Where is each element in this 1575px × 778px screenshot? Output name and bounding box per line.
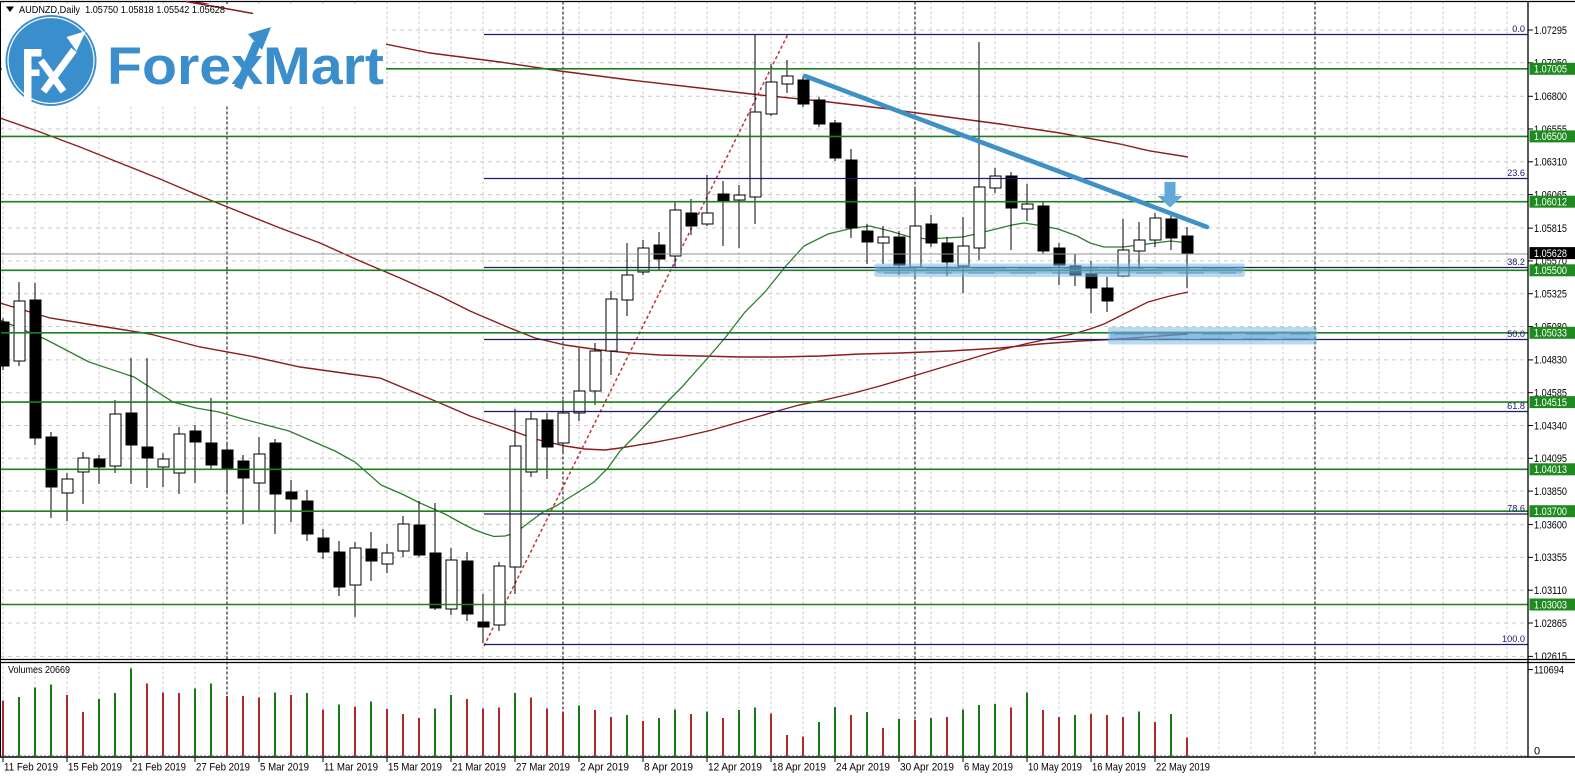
svg-text:1.04095: 1.04095: [1534, 453, 1567, 465]
svg-text:30 Apr 2019: 30 Apr 2019: [900, 762, 954, 774]
svg-text:50.0: 50.0: [1507, 329, 1525, 339]
svg-text:5 Mar 2019: 5 Mar 2019: [260, 762, 309, 774]
svg-text:1.03003: 1.03003: [1534, 599, 1567, 611]
svg-text:15 Feb 2019: 15 Feb 2019: [68, 762, 122, 774]
svg-text:100.0: 100.0: [1502, 634, 1525, 644]
svg-text:16 May 2019: 16 May 2019: [1092, 762, 1146, 774]
svg-text:21 Feb 2019: 21 Feb 2019: [132, 762, 186, 774]
svg-text:1.05628: 1.05628: [1534, 248, 1567, 260]
svg-text:27 Feb 2019: 27 Feb 2019: [196, 762, 250, 774]
svg-text:24 Apr 2019: 24 Apr 2019: [836, 762, 890, 774]
svg-text:2 Apr 2019: 2 Apr 2019: [580, 762, 629, 774]
svg-text:1.03110: 1.03110: [1534, 585, 1567, 597]
svg-text:1.07005: 1.07005: [1534, 64, 1567, 76]
svg-text:78.6: 78.6: [1507, 504, 1525, 514]
svg-text:AUDNZD,Daily 1.05750 1.05818: AUDNZD,Daily 1.05750 1.05818 1.05542 1.0…: [19, 4, 225, 16]
svg-text:22 May 2019: 22 May 2019: [1156, 762, 1210, 774]
svg-text:1.05325: 1.05325: [1534, 289, 1567, 301]
svg-text:61.8: 61.8: [1507, 401, 1525, 411]
svg-text:12 Apr 2019: 12 Apr 2019: [708, 762, 762, 774]
svg-text:0: 0: [1534, 746, 1540, 758]
svg-text:1.02865: 1.02865: [1534, 618, 1567, 630]
svg-text:1.06500: 1.06500: [1534, 131, 1567, 143]
svg-text:11 Mar 2019: 11 Mar 2019: [324, 762, 378, 774]
svg-text:23.6: 23.6: [1507, 168, 1525, 178]
svg-text:1.05033: 1.05033: [1534, 328, 1567, 340]
svg-text:1.03850: 1.03850: [1534, 486, 1567, 498]
svg-text:38.2: 38.2: [1507, 257, 1525, 267]
svg-text:1.05500: 1.05500: [1534, 265, 1567, 277]
svg-text:1.03355: 1.03355: [1534, 552, 1567, 564]
svg-text:Volumes 20669: Volumes 20669: [8, 664, 70, 676]
svg-text:1.03700: 1.03700: [1534, 506, 1567, 518]
svg-text:21 Mar 2019: 21 Mar 2019: [452, 762, 506, 774]
svg-text:1.03600: 1.03600: [1534, 519, 1567, 531]
svg-text:15 Mar 2019: 15 Mar 2019: [388, 762, 442, 774]
svg-text:1.04013: 1.04013: [1534, 464, 1567, 476]
svg-text:0.0: 0.0: [1512, 24, 1525, 34]
svg-text:1.06012: 1.06012: [1534, 197, 1567, 209]
svg-text:6 May 2019: 6 May 2019: [964, 762, 1013, 774]
svg-text:1.05815: 1.05815: [1534, 223, 1567, 235]
svg-text:1.06800: 1.06800: [1534, 91, 1567, 103]
svg-text:8 Apr 2019: 8 Apr 2019: [644, 762, 693, 774]
svg-text:1.04340: 1.04340: [1534, 420, 1567, 432]
svg-text:1.07295: 1.07295: [1534, 25, 1567, 37]
svg-text:110694: 110694: [1534, 664, 1564, 676]
svg-text:1.04830: 1.04830: [1534, 355, 1567, 367]
svg-text:18 Apr 2019: 18 Apr 2019: [772, 762, 826, 774]
svg-text:27 Mar 2019: 27 Mar 2019: [516, 762, 570, 774]
svg-text:1.06310: 1.06310: [1534, 157, 1567, 169]
svg-text:1.02615: 1.02615: [1534, 651, 1567, 663]
svg-text:1.04515: 1.04515: [1534, 397, 1567, 409]
svg-text:11 Feb 2019: 11 Feb 2019: [4, 762, 58, 774]
svg-text:10 May 2019: 10 May 2019: [1028, 762, 1082, 774]
